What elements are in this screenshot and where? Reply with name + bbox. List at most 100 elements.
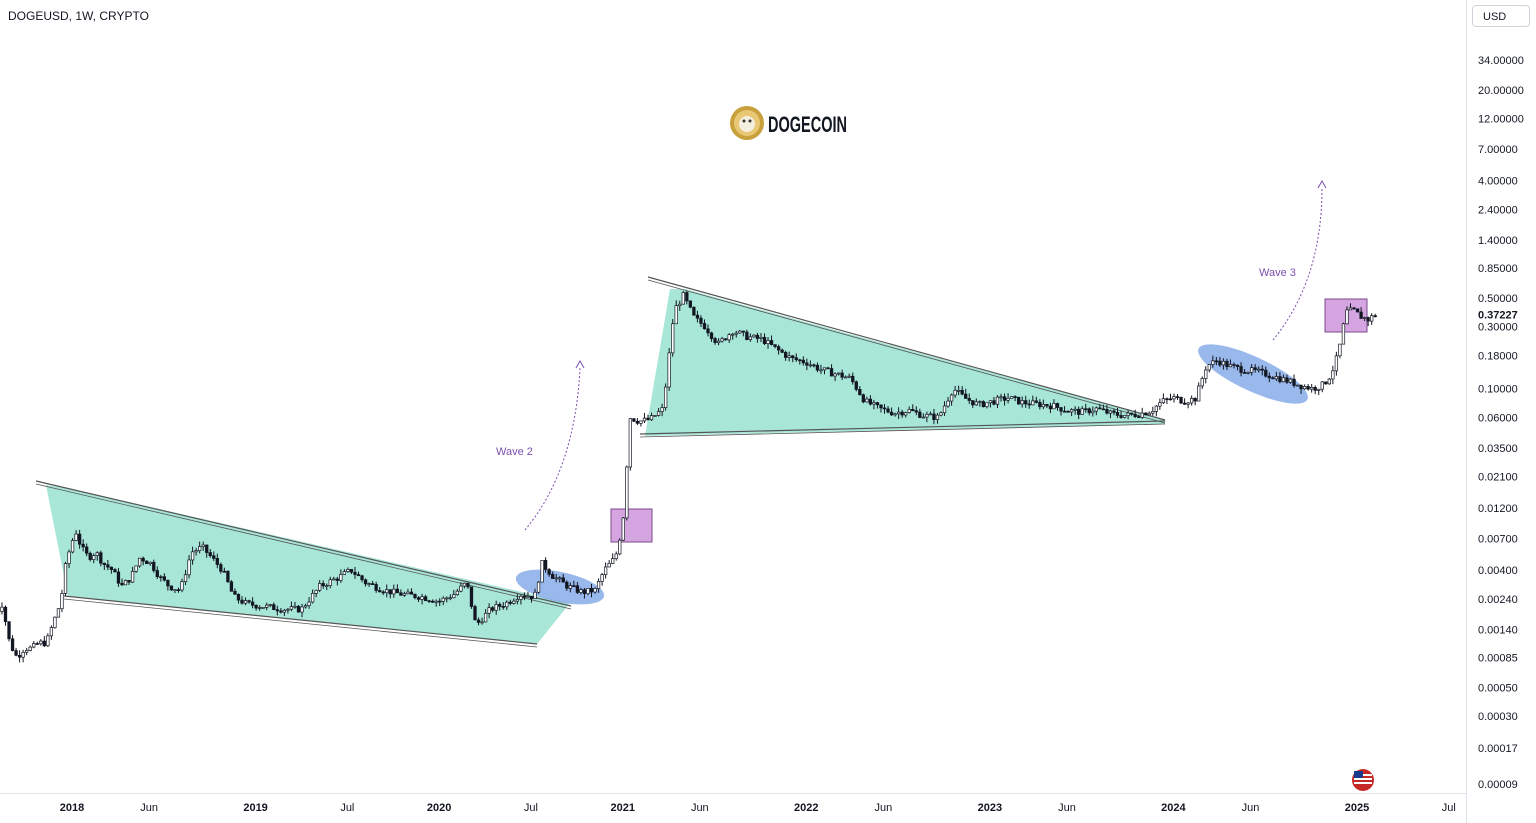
candle — [1331, 365, 1335, 385]
candle — [992, 397, 996, 406]
candle — [699, 315, 703, 327]
price-axis[interactable]: 34.00000 20.00000 12.00000 7.00000 4.00000 2.… — [1478, 55, 1524, 791]
candle — [113, 568, 117, 573]
price-tick-label: 0.00085 — [1478, 652, 1518, 664]
candle — [900, 409, 904, 418]
candle — [702, 319, 707, 330]
candle — [360, 574, 364, 583]
price-tick-label: 7.00000 — [1478, 144, 1518, 156]
candle — [988, 400, 993, 408]
candle — [505, 600, 509, 611]
candle — [427, 599, 431, 603]
breakout-box-2021[interactable] — [610, 508, 653, 543]
candle — [1355, 308, 1360, 313]
time-tick-label: 2021 — [610, 802, 634, 814]
candle — [833, 372, 837, 382]
us-flag-icon[interactable] — [1352, 769, 1374, 791]
triangle-2018-lower-trendline-inner[interactable] — [63, 598, 538, 648]
wave2-arrowhead — [575, 359, 585, 369]
candle — [1031, 395, 1035, 406]
time-tick-label: Jun — [691, 802, 709, 814]
candle — [1122, 415, 1127, 419]
candle — [1211, 355, 1215, 368]
candle — [318, 580, 322, 593]
wave3-arrow[interactable] — [1272, 187, 1323, 341]
candle — [1038, 399, 1042, 410]
candle — [808, 360, 813, 368]
candle — [529, 595, 534, 603]
candle — [967, 393, 971, 404]
candle — [180, 578, 184, 593]
triangle-2021-lower-trendline[interactable] — [639, 420, 1166, 435]
currency-button[interactable]: USD — [1472, 5, 1530, 27]
candle — [81, 539, 85, 552]
candle — [921, 413, 925, 419]
triangle-2021-lower-trendline-inner[interactable] — [639, 423, 1166, 438]
candle — [1310, 384, 1314, 393]
triangle-2021-2023[interactable] — [645, 289, 1165, 436]
candle — [568, 582, 572, 593]
accumulation-ellipse-2024[interactable] — [1191, 333, 1314, 415]
candle — [1204, 366, 1208, 384]
wave2-arrow[interactable] — [524, 367, 581, 531]
candle — [190, 546, 195, 565]
candle — [268, 604, 272, 608]
candle — [812, 363, 816, 368]
candle — [639, 420, 643, 427]
candle — [1281, 374, 1286, 383]
candle — [956, 385, 961, 396]
accumulation-ellipse-2020[interactable] — [513, 563, 607, 611]
candle — [1002, 393, 1007, 406]
candle — [579, 587, 583, 595]
candle — [572, 580, 576, 588]
candle — [445, 596, 449, 603]
candle — [1112, 408, 1116, 416]
triangle-2018-2020[interactable] — [46, 485, 570, 644]
candle — [671, 319, 675, 357]
candle — [282, 608, 287, 616]
candle — [632, 418, 636, 423]
candle — [731, 332, 735, 340]
price-tick-label: 0.10000 — [1478, 384, 1518, 396]
candle — [370, 580, 375, 585]
candle — [748, 333, 753, 342]
candle — [473, 604, 477, 621]
candle — [1084, 403, 1088, 413]
candle — [522, 592, 527, 601]
candle — [0, 602, 4, 615]
time-axis[interactable]: 2018 Jun 2019 Jul 2020 Jul 2021 Jun 2022 Jun 2023 J… — [60, 802, 1456, 814]
price-tick-label: 0.00700 — [1478, 534, 1518, 546]
candle — [1334, 351, 1339, 376]
candle — [1147, 411, 1151, 416]
candle — [466, 582, 470, 589]
triangle-2021-upper-trendline-inner[interactable] — [647, 279, 1166, 424]
candle — [985, 402, 989, 409]
candle — [1193, 397, 1197, 406]
candle — [35, 641, 39, 645]
candle — [826, 366, 830, 370]
candle — [1271, 376, 1275, 380]
time-tick-label: 2019 — [243, 802, 267, 814]
candle — [116, 568, 121, 587]
drawing-layer[interactable] — [35, 179, 1368, 648]
triangle-2021-upper-trendline[interactable] — [647, 276, 1166, 421]
triangle-2018-lower-trendline[interactable] — [63, 595, 538, 645]
candle — [88, 551, 92, 562]
candle — [1161, 393, 1166, 404]
candles-layer — [0, 290, 1377, 663]
candle — [201, 541, 205, 551]
candle — [607, 560, 611, 568]
candle — [603, 562, 608, 579]
wave3-arrowhead — [1317, 179, 1327, 189]
candle — [310, 589, 315, 604]
candle — [1175, 393, 1180, 400]
candle — [815, 362, 820, 373]
candle — [946, 396, 950, 408]
candle — [784, 350, 788, 361]
triangle-2018-upper-trendline-inner[interactable] — [35, 483, 572, 610]
triangle-2018-upper-trendline[interactable] — [35, 480, 572, 607]
candle — [519, 594, 523, 605]
candle — [1154, 405, 1158, 417]
candle — [1024, 395, 1028, 408]
